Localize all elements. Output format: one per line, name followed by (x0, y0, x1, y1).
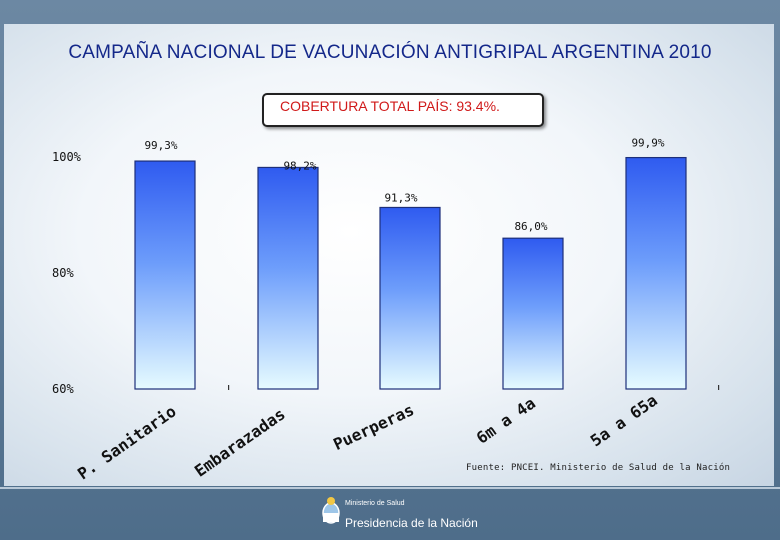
category-label: 5a a 65a (587, 391, 661, 451)
ministry-label: Ministerio de Salud (345, 500, 405, 507)
bar-value-label: 91,3% (384, 191, 417, 204)
bar-value-label: 99,9% (631, 137, 664, 150)
category-label: Puerperas (330, 400, 417, 454)
bar (379, 206, 441, 390)
source-note: Fuente: PNCEI. Ministerio de Salud de la… (466, 463, 731, 473)
presidency-label: Presidencia de la Nación (345, 516, 478, 530)
category-label: P. Sanitario (74, 402, 180, 484)
y-tick-label: 80% (52, 266, 74, 280)
coverage-label: COBERTURA TOTAL PAÍS: 93.4%. (280, 98, 500, 114)
coverage-callout: COBERTURA TOTAL PAÍS: 93.4%. (262, 93, 544, 127)
bar (625, 156, 687, 390)
bar (502, 237, 564, 390)
bar-value-label: 98,2% (283, 159, 316, 172)
x-tick-mark (228, 385, 230, 390)
y-tick-label: 100% (52, 150, 82, 164)
bar-value-label: 86,0% (514, 220, 547, 233)
category-label: 6m a 4a (473, 393, 539, 447)
bar-value-label: 99,3% (144, 139, 177, 152)
bar (134, 160, 196, 390)
bar (257, 166, 319, 390)
footer-divider (0, 487, 780, 489)
y-tick-label: 60% (52, 382, 74, 396)
coat-of-arms-icon (322, 497, 340, 524)
category-label: Embarazadas (191, 404, 289, 480)
x-tick-mark (718, 385, 720, 390)
chart-title: CAMPAÑA NACIONAL DE VACUNACIÓN ANTIGRIPA… (68, 42, 712, 63)
